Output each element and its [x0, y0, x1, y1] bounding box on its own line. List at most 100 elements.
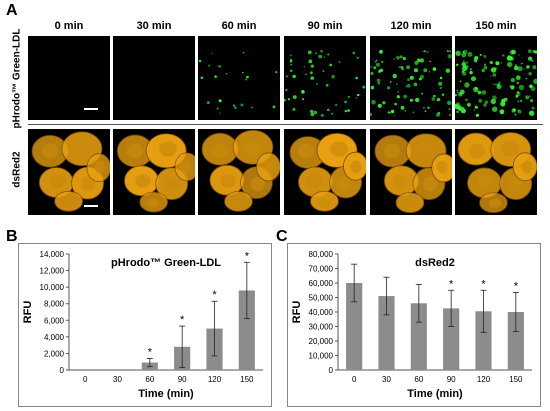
cell-nucleus: [392, 174, 408, 188]
cell-nucleus: [521, 160, 533, 174]
green-speckle: [402, 56, 406, 61]
cell-nucleus: [159, 141, 177, 157]
green-speckle: [399, 55, 403, 59]
green-speckle: [396, 56, 400, 60]
green-speckle: [516, 81, 519, 85]
scale-bar: [84, 205, 98, 207]
x-tick-label: 60: [145, 375, 154, 384]
green-speckle: [516, 91, 521, 97]
cell-nucleus: [74, 141, 92, 157]
green-speckle: [315, 52, 317, 54]
green-speckle: [373, 66, 377, 70]
green-speckle: [457, 91, 459, 94]
green-speckle: [403, 94, 408, 99]
cell-nucleus: [350, 160, 362, 174]
green-speckle: [533, 78, 537, 84]
x-tick-label: 120: [477, 375, 491, 384]
cell-nucleus: [211, 143, 229, 159]
green-speckle: [198, 59, 202, 63]
green-speckle: [216, 107, 219, 110]
green-speckle: [492, 73, 497, 77]
green-speckle: [484, 100, 488, 104]
green-speckle: [414, 68, 418, 73]
green-speckle: [477, 90, 482, 95]
green-speckle: [347, 96, 350, 98]
y-tick-label: 20,000: [309, 337, 334, 346]
chart-title: pHrodo™ Green-LDL: [111, 257, 221, 269]
chart-b-frame: 0 2,000 4,000 6,000 8,000 10,000 12,000 14,000 p…: [18, 243, 272, 407]
green-speckle: [307, 50, 312, 55]
green-speckle: [460, 108, 466, 114]
green-speckle: [475, 113, 479, 117]
cell-nucleus: [416, 141, 434, 157]
green-speckle: [234, 106, 237, 109]
y-tick-label: 8,000: [44, 300, 65, 309]
green-speckle: [456, 63, 459, 66]
green-speckle: [375, 62, 380, 67]
green-speckle: [474, 56, 479, 61]
green-speckle: [511, 49, 516, 55]
green-speckle: [302, 98, 305, 101]
green-speckle: [432, 67, 437, 71]
green-speckle: [489, 75, 492, 77]
cell-nucleus: [436, 160, 448, 174]
cell-nucleus: [250, 176, 266, 192]
green-speckle: [439, 76, 443, 80]
row-label-bottom: dsRed2: [11, 151, 23, 188]
green-ldl-image: [284, 36, 366, 120]
green-speckle: [470, 68, 472, 71]
green-speckle: [394, 102, 397, 106]
green-speckle: [275, 71, 278, 74]
x-tick-label: 30: [113, 375, 122, 384]
green-speckle: [218, 65, 222, 68]
cell-nucleus: [244, 141, 262, 157]
green-speckle: [513, 65, 519, 71]
green-speckle: [463, 69, 465, 72]
cell-nucleus: [317, 198, 331, 208]
green-speckle: [447, 54, 452, 59]
y-tick-label: 30,000: [309, 323, 334, 332]
cell-nucleus: [135, 174, 151, 188]
panel-letter-c: C: [276, 228, 288, 245]
green-speckle: [412, 111, 415, 114]
x-tick-label: 150: [509, 375, 523, 384]
x-tick-label: 90: [178, 375, 187, 384]
green-speckle: [393, 58, 395, 60]
green-speckle: [323, 56, 325, 58]
green-speckle: [334, 103, 338, 107]
time-label: 90 min: [307, 20, 343, 32]
green-speckle: [398, 66, 401, 69]
green-speckle: [285, 88, 288, 92]
green-speckle: [429, 60, 431, 63]
green-speckle: [462, 71, 467, 76]
green-speckle: [320, 113, 324, 117]
green-ldl-image: [455, 36, 537, 120]
green-speckle: [528, 72, 532, 76]
green-speckle: [284, 99, 286, 102]
x-tick-label: 60: [414, 375, 423, 384]
cell-nucleus: [336, 176, 352, 192]
bar: [443, 308, 460, 370]
green-speckle: [289, 54, 292, 57]
green-speckle: [525, 95, 530, 100]
green-speckle: [290, 59, 293, 62]
y-tick-label: 40,000: [309, 308, 334, 317]
x-tick-label: 150: [240, 375, 254, 384]
green-speckle: [506, 55, 513, 61]
green-speckle: [473, 109, 476, 111]
bar: [346, 283, 363, 370]
green-speckle: [292, 95, 297, 99]
chart-title: dsRed2: [415, 257, 455, 269]
green-speckle: [301, 90, 305, 94]
cell-nucleus: [61, 198, 75, 208]
green-speckle: [483, 65, 488, 70]
green-speckle: [474, 105, 478, 109]
green-speckle: [499, 109, 505, 115]
green-speckle: [534, 50, 537, 54]
green-speckle: [448, 108, 451, 111]
cell-nucleus: [468, 143, 486, 159]
green-speckle: [531, 59, 534, 62]
green-speckle: [355, 76, 358, 80]
green-speckle: [377, 103, 382, 108]
x-tick-label: 30: [382, 375, 391, 384]
